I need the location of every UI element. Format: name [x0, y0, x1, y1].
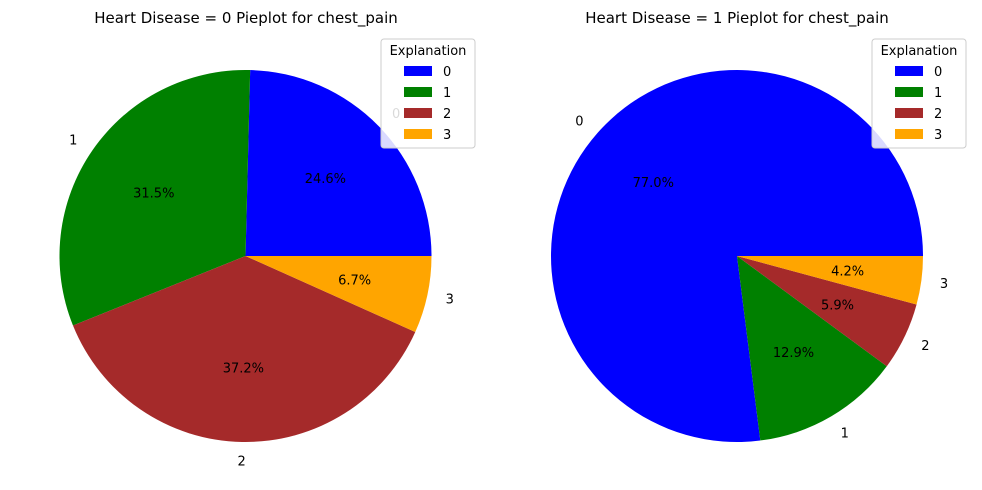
slice-percent-label-2: 37.2%	[223, 362, 264, 377]
slice-category-label-3: 3	[446, 293, 454, 308]
slice-percent-label-0: 77.0%	[633, 176, 674, 191]
slice-category-label-2: 2	[238, 455, 246, 470]
pie-slice-2	[737, 256, 917, 367]
pie-slice-0	[551, 70, 923, 443]
legend-title: Explanation	[390, 44, 467, 59]
legend-swatch-3	[895, 129, 923, 139]
slice-percent-label-3: 4.2%	[831, 265, 864, 280]
legend-entry-2: 2	[934, 107, 942, 122]
slice-category-label-1: 1	[841, 426, 849, 441]
slice-category-label-3: 3	[940, 277, 948, 292]
pie-chart-heart-disease-1: Heart Disease = 1 Pieplot for chest_pain…	[551, 9, 967, 443]
legend-swatch-3	[404, 129, 432, 139]
slice-category-label-0: 0	[575, 115, 583, 130]
slice-percent-label-0: 24.6%	[305, 172, 346, 187]
legend-swatch-2	[895, 108, 923, 118]
legend: Explanation 0 1 2 3	[871, 38, 967, 149]
legend-title: Explanation	[881, 44, 958, 59]
legend-entry-3: 3	[443, 128, 451, 143]
legend-entry-2: 2	[443, 107, 451, 122]
chart-title: Heart Disease = 1 Pieplot for chest_pain	[585, 9, 889, 28]
pie-slice-3	[737, 256, 923, 305]
legend-entry-0: 0	[934, 65, 942, 80]
slice-percent-label-3: 6.7%	[338, 273, 371, 288]
legend: Explanation 0 1 2 3	[380, 38, 476, 149]
pie-slice-1	[737, 256, 887, 441]
legend-entry-1: 1	[934, 86, 942, 101]
pie-slice-1	[59, 69, 251, 326]
slice-category-label-2: 2	[921, 339, 929, 354]
slice-percent-label-2: 5.9%	[821, 298, 854, 313]
legend-swatch-1	[895, 87, 923, 97]
chart-title: Heart Disease = 0 Pieplot for chest_pain	[94, 9, 398, 28]
legend-entry-0: 0	[443, 65, 451, 80]
legend-entry-3: 3	[934, 128, 942, 143]
pie-slice-2	[72, 256, 416, 442]
slice-percent-label-1: 31.5%	[133, 186, 174, 201]
legend-swatch-0	[404, 66, 432, 76]
slice-category-label-1: 1	[69, 133, 77, 148]
pie-chart-heart-disease-0: Heart Disease = 0 Pieplot for chest_pain…	[59, 9, 476, 470]
legend-entry-1: 1	[443, 86, 451, 101]
legend-swatch-1	[404, 87, 432, 97]
slice-percent-label-1: 12.9%	[773, 346, 814, 361]
legend-swatch-2	[404, 108, 432, 118]
pie-slice-0	[245, 70, 432, 256]
legend-swatch-0	[895, 66, 923, 76]
pie-slice-3	[245, 256, 432, 333]
